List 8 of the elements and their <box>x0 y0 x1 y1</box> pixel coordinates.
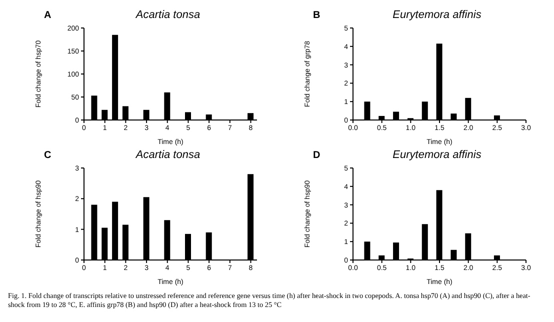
chart-title: Acartia tonsa <box>134 149 202 161</box>
chart-title: Acartia tonsa <box>134 9 202 21</box>
text: D <box>313 150 320 161</box>
chart-title: Eurytemora affinis <box>392 9 482 21</box>
chart-title: Eurytemora affinis <box>392 149 482 161</box>
text: C <box>44 150 52 161</box>
text: B <box>313 10 320 21</box>
text: A <box>44 10 52 21</box>
